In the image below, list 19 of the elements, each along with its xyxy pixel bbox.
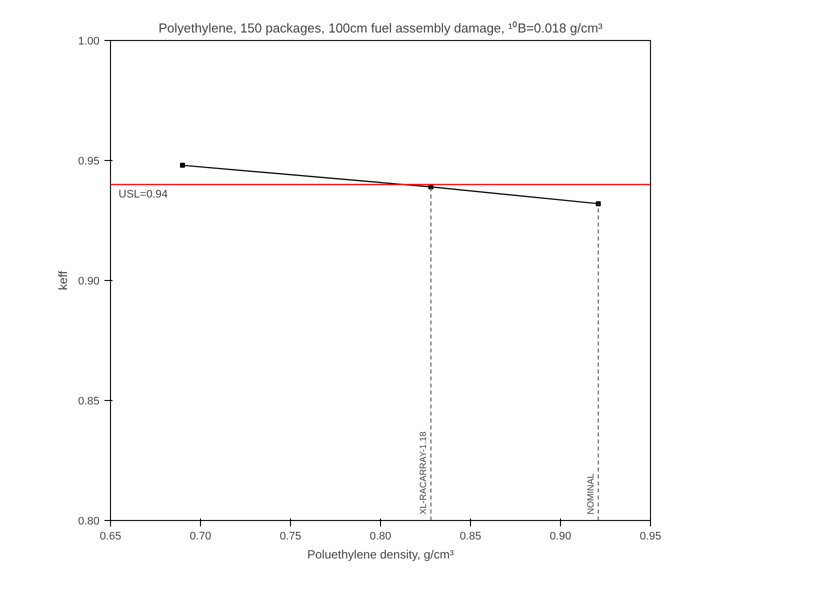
y-axis-title: keff (56, 270, 70, 290)
y-tick-label: 0.80 (78, 516, 100, 528)
x-tick-label: 0.65 (100, 530, 122, 542)
ref-line-label: NOMINAL (585, 473, 596, 514)
ref-line-label: USL=0.94 (118, 188, 168, 200)
chart-title: Polyethylene, 150 packages, 100cm fuel assembly damage, ¹⁰B=0.018 g/cm³ (158, 20, 604, 36)
x-tick-label: 0.70 (190, 530, 212, 542)
ref-line-label: XL-RACARRAY-1.18 (418, 431, 428, 514)
point (180, 162, 185, 168)
x-tick-label: 0.75 (280, 530, 302, 542)
y-tick-label: 1.00 (78, 36, 100, 48)
y-tick-label: 0.85 (78, 396, 100, 408)
y-tick-label: 0.95 (78, 156, 100, 168)
x-tick-label: 0.90 (550, 530, 572, 542)
x-tick-label: 0.95 (640, 530, 662, 542)
y-tick-label: 0.90 (78, 276, 100, 288)
x-tick-label: 0.85 (460, 530, 482, 542)
x-axis-title: Poluethylene density, g/cm³ (307, 548, 454, 562)
x-tick-label: 0.80 (370, 530, 392, 542)
